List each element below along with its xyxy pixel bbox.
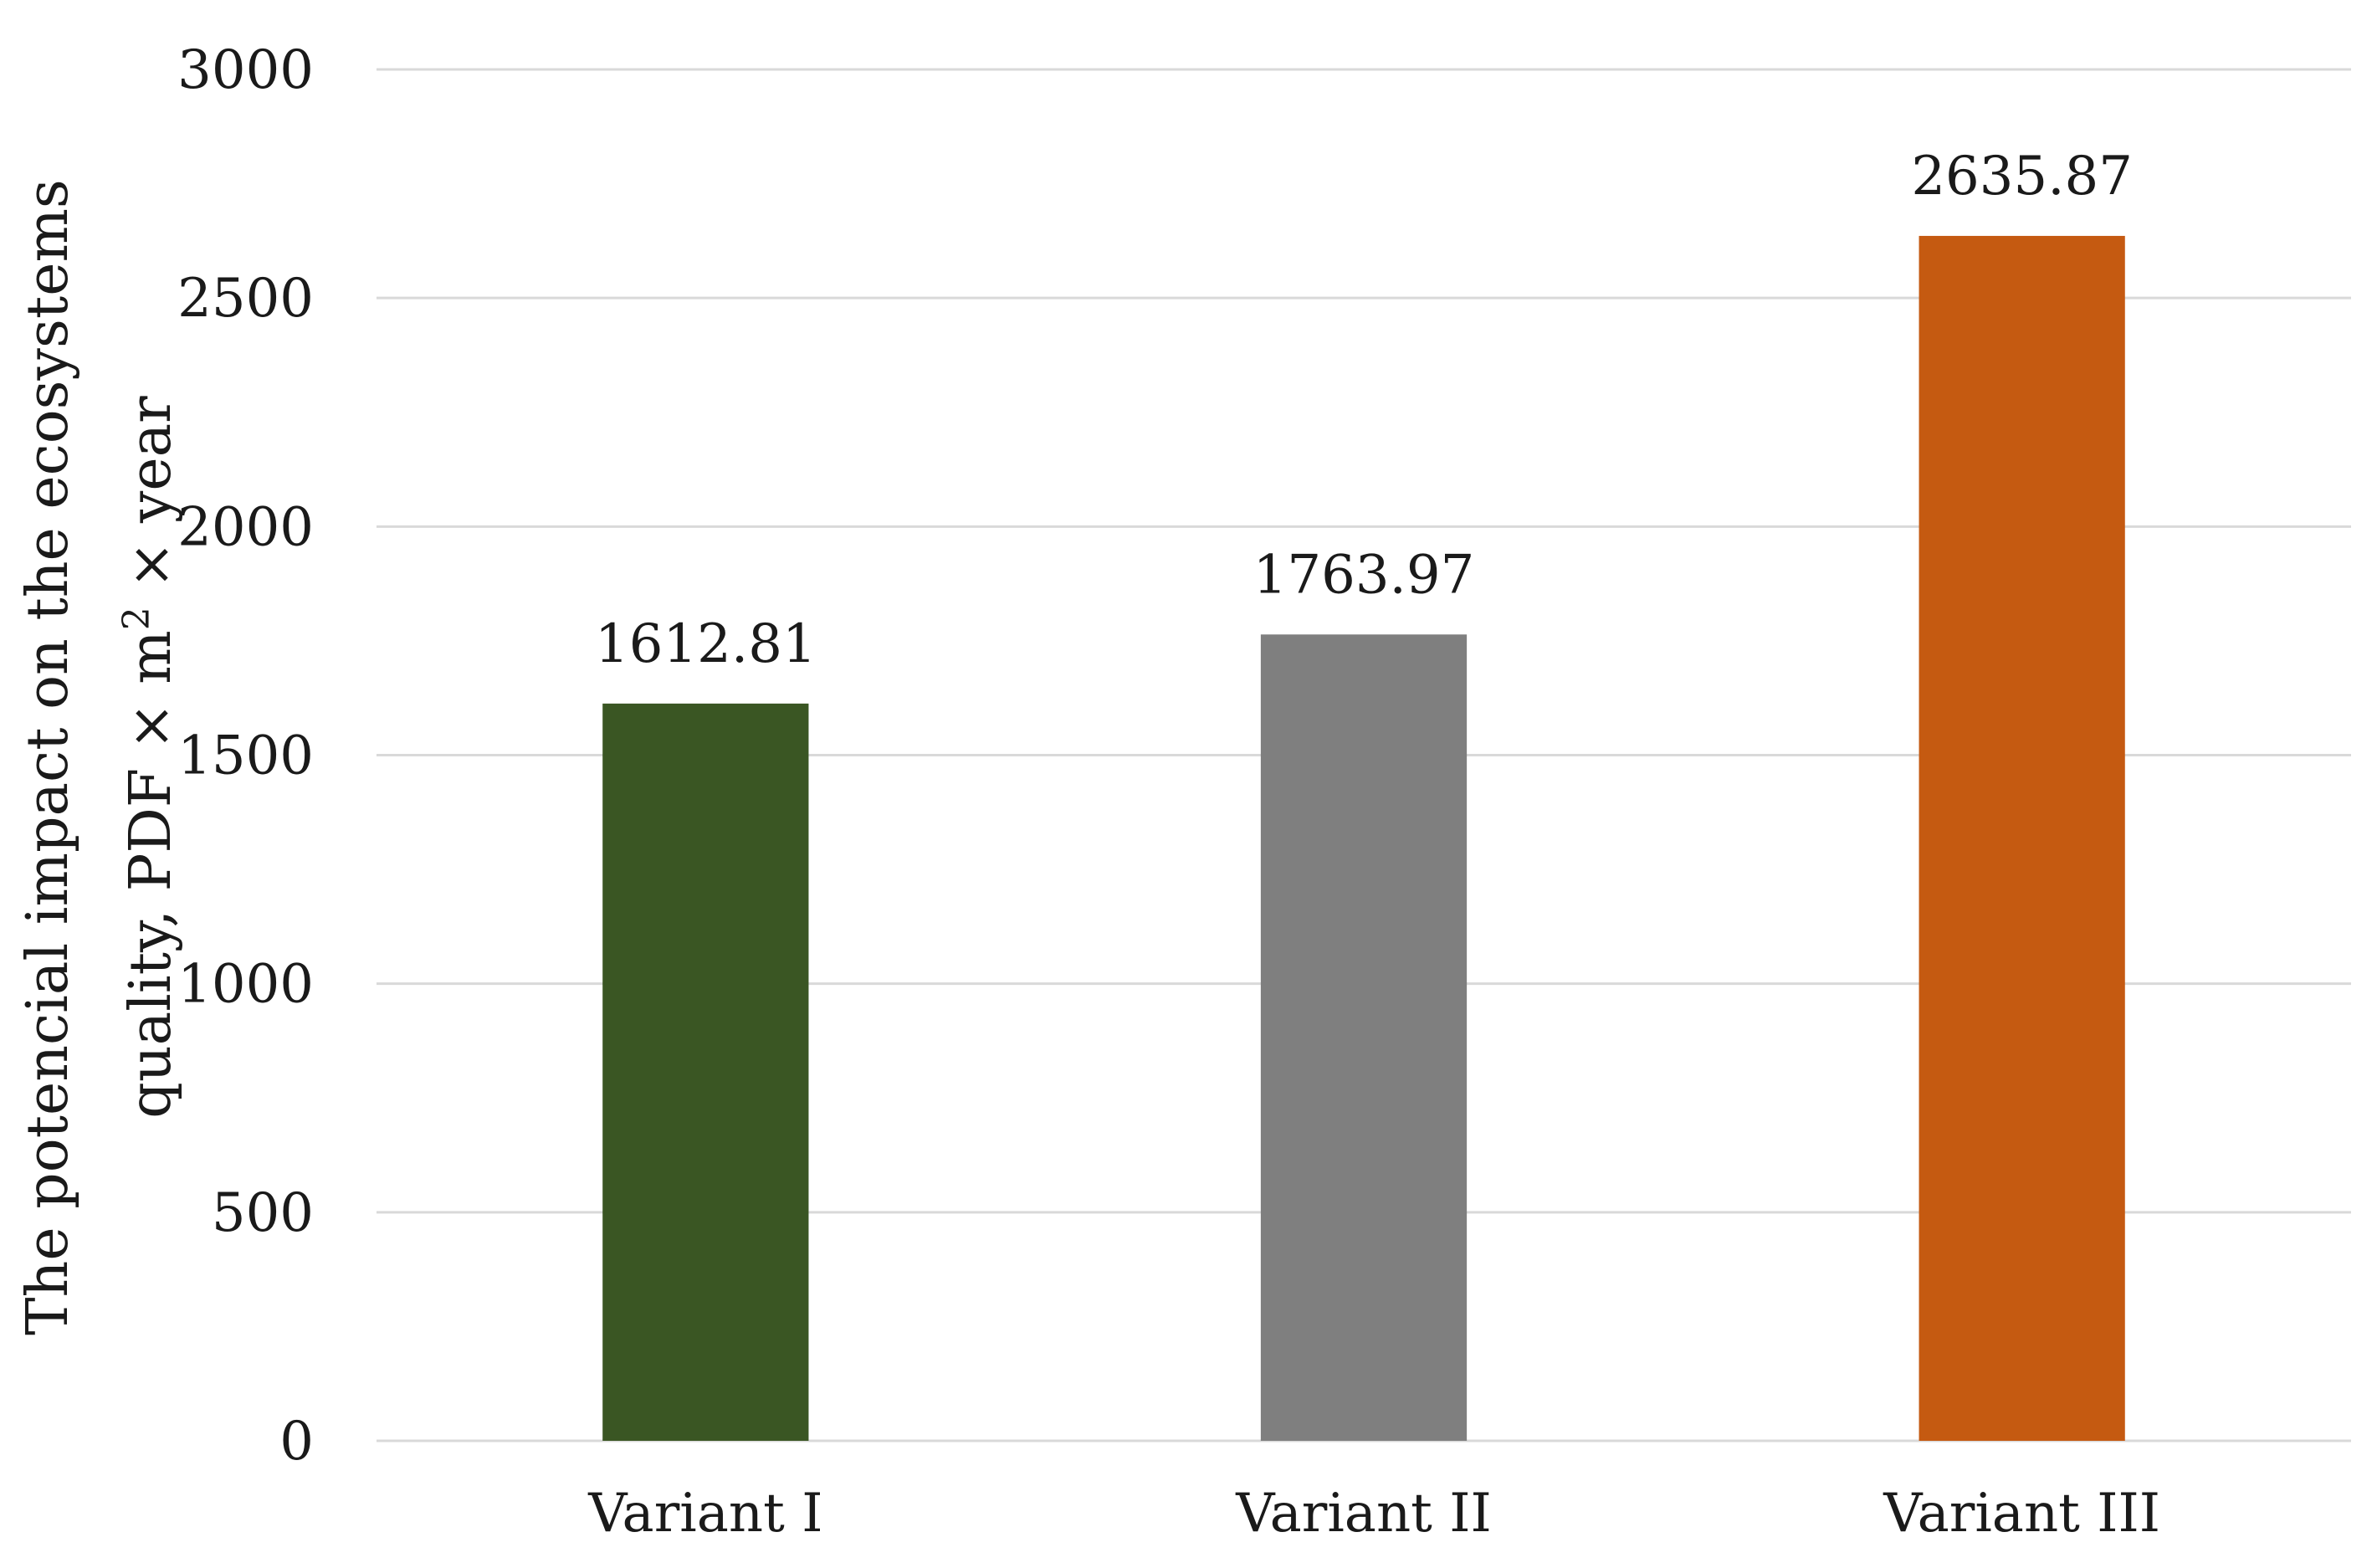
data-label: 2635.87	[1911, 146, 2133, 208]
data-label: 1612.81	[595, 613, 817, 675]
y-axis-title: The potencial impact on the ecosystems q…	[15, 179, 184, 1335]
bars	[602, 235, 2125, 1441]
y-tick-label: 2000	[177, 496, 314, 558]
y-tick-label: 1500	[177, 725, 314, 787]
x-axis-categories: Variant I Variant II Variant III	[587, 1483, 2160, 1545]
bar	[1260, 634, 1468, 1441]
bar	[602, 703, 809, 1441]
y-tick-label: 500	[212, 1182, 314, 1244]
x-category-label: Variant I	[587, 1483, 822, 1545]
y-axis-ticks: 0 500 1000 1500 2000 2500 3000	[177, 39, 314, 1473]
y-axis-title-line2-suffix: × year	[118, 396, 184, 607]
x-category-label: Variant II	[1235, 1483, 1492, 1545]
data-labels: 1612.81 1763.97 2635.87	[595, 146, 2133, 675]
y-tick-label: 0	[279, 1411, 314, 1473]
y-axis-title-line1: The potencial impact on the ecosystems	[15, 179, 81, 1335]
y-tick-label: 2500	[177, 268, 314, 330]
y-axis-title-superscript: 2	[115, 607, 158, 630]
data-label: 1763.97	[1253, 544, 1475, 606]
bar	[1919, 235, 2125, 1441]
y-axis-title-line2: quality, PDF × m2 × year	[115, 396, 185, 1119]
y-axis-title-line2-prefix: quality, PDF × m	[118, 630, 184, 1118]
y-tick-label: 3000	[177, 39, 314, 101]
y-tick-label: 1000	[177, 954, 314, 1016]
x-category-label: Variant III	[1883, 1483, 2160, 1545]
